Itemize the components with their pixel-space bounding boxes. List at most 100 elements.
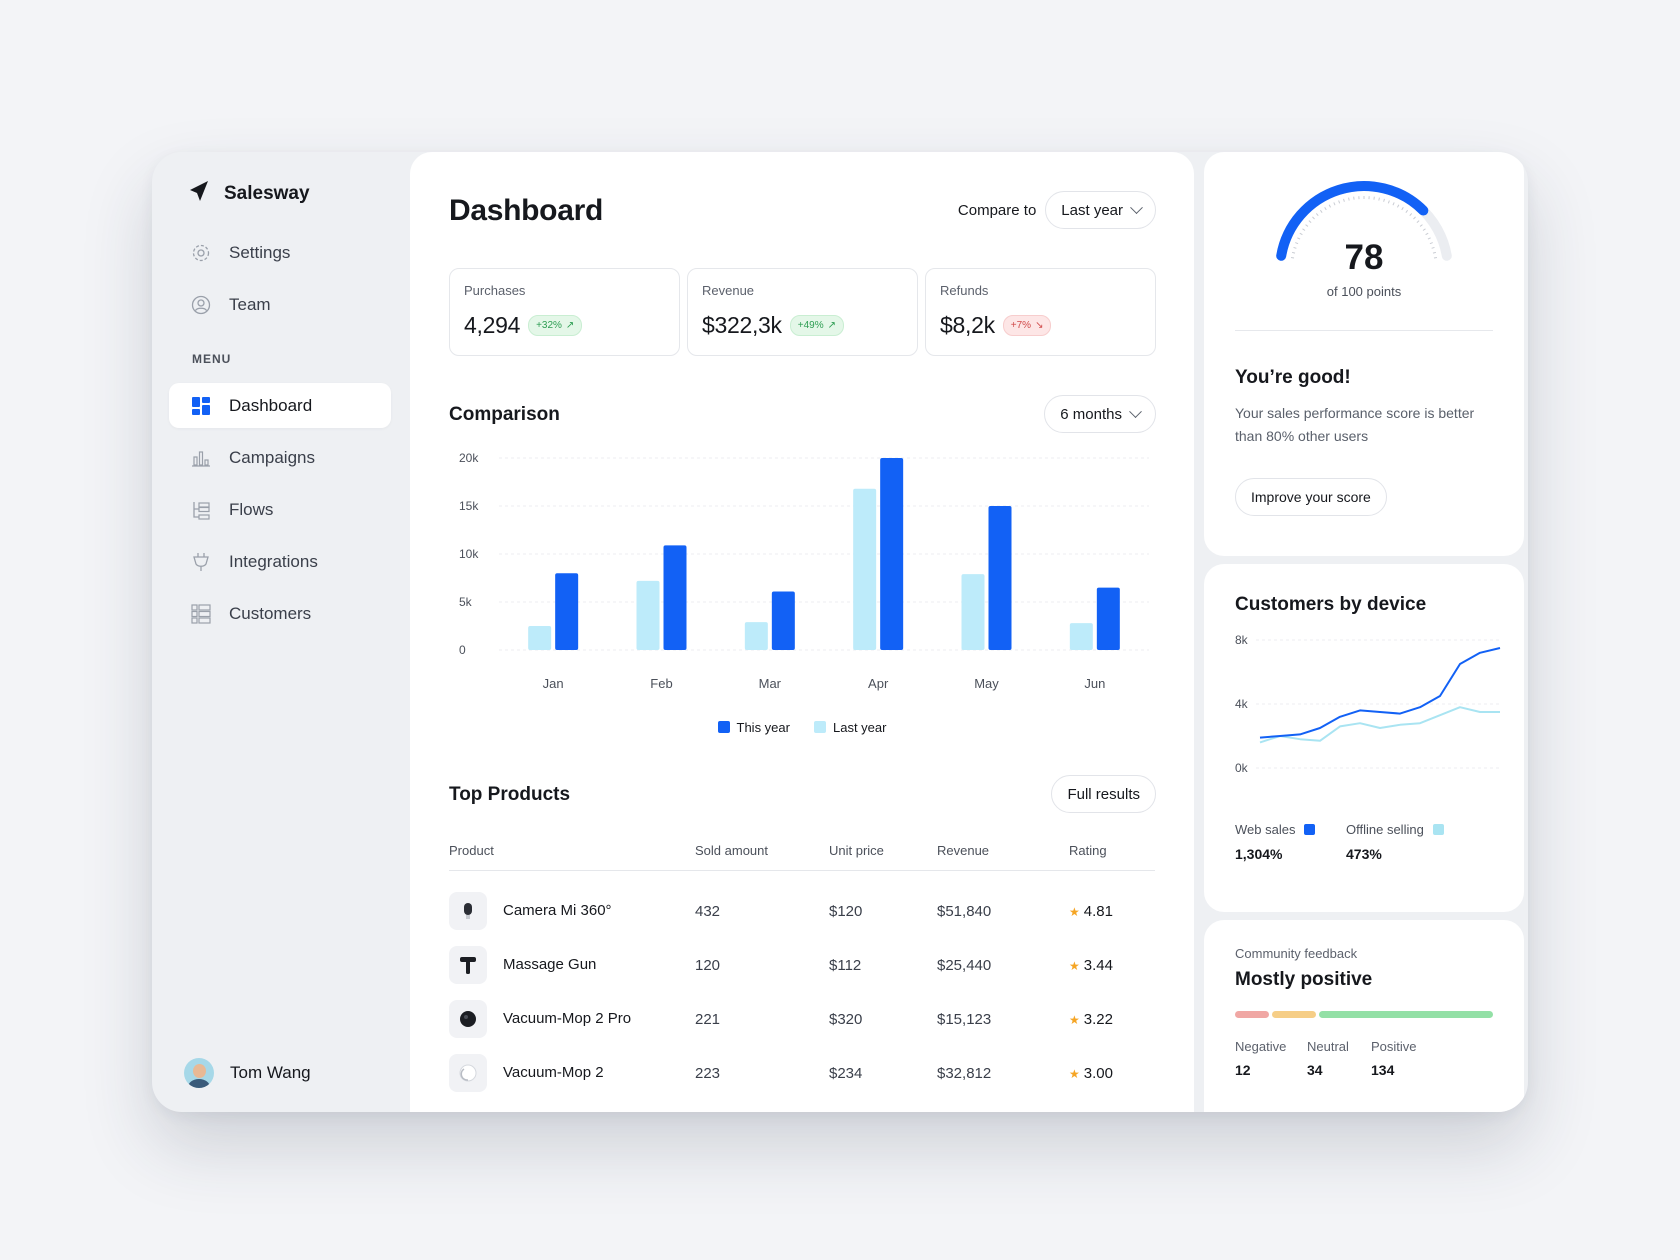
x-tick-label: Feb [650,676,672,691]
score-gauge [1276,181,1452,261]
gauge-tick [1405,209,1409,213]
score-card: 78 of 100 points You’re good! Your sales… [1204,152,1524,556]
improve-score-button[interactable]: Improve your score [1235,478,1387,516]
column-header[interactable]: Rating [1069,832,1155,871]
divider [1235,330,1493,331]
plug-icon [191,552,211,572]
trend-up-icon: ↗ [827,320,836,331]
gauge-tick [1409,213,1413,217]
sidebar-item-label: Team [229,294,271,314]
full-results-button[interactable]: Full results [1051,775,1156,813]
trend-down-icon: ↘ [1035,320,1044,331]
sidebar-item-label: Dashboard [229,395,313,415]
feedback-positive-value: 134 [1371,1062,1395,1078]
feedback-negative-label: Negative [1235,1039,1287,1054]
y-tick-label: 8k [1235,633,1249,647]
y-tick-label: 0k [1235,761,1249,775]
user-profile[interactable]: Tom Wang [184,1058,311,1088]
gauge-tick [1432,251,1436,254]
star-icon: ★ [1069,1066,1080,1081]
brand[interactable]: Salesway [188,180,310,208]
sidebar: Salesway Settings Team MENU Dashboard [152,152,410,1112]
revenue: $15,123 [937,1010,992,1028]
bar-last-year [744,622,768,650]
sidebar-item-flows[interactable]: Flows [169,487,391,532]
gauge-tick [1401,207,1404,211]
gauge-tick [1416,220,1420,224]
star-icon: ★ [1069,1012,1080,1027]
sidebar-item-settings[interactable]: Settings [169,230,391,275]
gauge-tick [1305,224,1309,227]
stat-value: $8,2k [940,312,995,338]
stat-label: Purchases [464,283,526,298]
column-header[interactable]: Unit price [829,832,937,871]
brand-logo-icon [188,180,210,208]
gauge-fill [1276,181,1429,261]
feedback-title: Mostly positive [1235,969,1373,990]
gauge-tick [1312,216,1315,220]
legend-item-offline-selling[interactable]: Offline selling [1346,822,1444,837]
stat-change-badge: +32% ↗ [528,315,583,336]
product-name: Camera Mi 360° [503,901,612,919]
vacuum-mop-thumbnail-icon [449,1054,487,1092]
stat-card-refunds: Refunds $8,2k +7% ↘ [925,268,1156,356]
camera-thumbnail-icon [449,892,487,930]
compare-label: Compare to [957,201,1037,219]
sidebar-item-label: Flows [229,499,274,519]
gauge-tick [1328,204,1332,208]
gauge-tick [1315,213,1319,217]
compare-select[interactable]: Last year [1045,191,1156,229]
table-row[interactable]: Vacuum-Mop 2 Pro 221 $320 $15,123 ★ 3.22 [449,992,1155,1046]
bar-chart-icon [191,448,211,468]
unit-price: $120 [829,902,863,920]
legend-swatch [1304,824,1316,835]
star-icon: ★ [1069,904,1080,919]
legend-item-web-sales[interactable]: Web sales [1235,822,1316,837]
product-name: Vacuum-Mop 2 [503,1063,604,1081]
feedback-positive-label: Positive [1371,1039,1417,1054]
table-row[interactable]: Massage Gun 120 $112 $25,440 ★ 3.44 [449,938,1155,992]
x-tick-label: Jun [1084,676,1105,691]
sold-amount: 120 [695,956,721,974]
sidebar-item-campaigns[interactable]: Campaigns [169,435,391,480]
table-row[interactable]: Vacuum-Mop 2 223 $234 $32,812 ★ 3.00 [449,1046,1155,1100]
legend-item-last-year[interactable]: Last year [813,720,886,735]
menu-section-label: MENU [192,352,232,366]
bar-this-year [988,506,1012,650]
rating: ★ 4.81 [1069,902,1113,920]
unit-price: $320 [829,1010,863,1028]
stat-value: 4,294 [464,312,521,338]
table-row[interactable]: Camera Mi 360° 432 $120 $51,840 ★ 4.81 [449,884,1155,938]
legend-item-this-year[interactable]: This year [717,720,790,735]
bar-this-year [771,591,795,650]
bar-last-year [853,488,877,650]
gauge-tick [1383,198,1385,202]
gauge-tick [1290,256,1295,259]
sidebar-item-integrations[interactable]: Integrations [169,539,391,584]
feedback-bar-neutral [1272,1011,1317,1018]
table-header-row: Product Sold amount Unit price Revenue R… [449,832,1155,871]
stat-value: $322,3k [702,312,782,338]
revenue: $51,840 [937,902,992,920]
avatar [184,1058,214,1088]
compare-control: Compare to Last year [958,191,1156,229]
range-select[interactable]: 6 months [1044,395,1156,433]
app-window: Salesway Settings Team MENU Dashboard [152,152,1528,1112]
column-header[interactable]: Sold amount [695,832,829,871]
column-header[interactable]: Revenue [937,832,1069,871]
page-title: Dashboard [449,194,603,227]
legend-swatch [717,721,730,733]
column-header[interactable]: Product [449,832,695,871]
chevron-down-icon [1130,200,1143,214]
sold-amount: 432 [695,902,721,920]
sidebar-item-customers[interactable]: Customers [169,591,391,636]
vacuum-mop-pro-thumbnail-icon [449,1000,487,1038]
sidebar-item-team[interactable]: Team [169,282,391,327]
sidebar-item-dashboard[interactable]: Dashboard [169,383,391,428]
top-products-title: Top Products [449,784,571,805]
gauge-tick [1333,202,1336,206]
bar-last-year [1069,623,1093,650]
gauge-tick [1308,220,1312,224]
gauge-tick [1299,232,1303,236]
gauge-tick [1431,246,1435,249]
